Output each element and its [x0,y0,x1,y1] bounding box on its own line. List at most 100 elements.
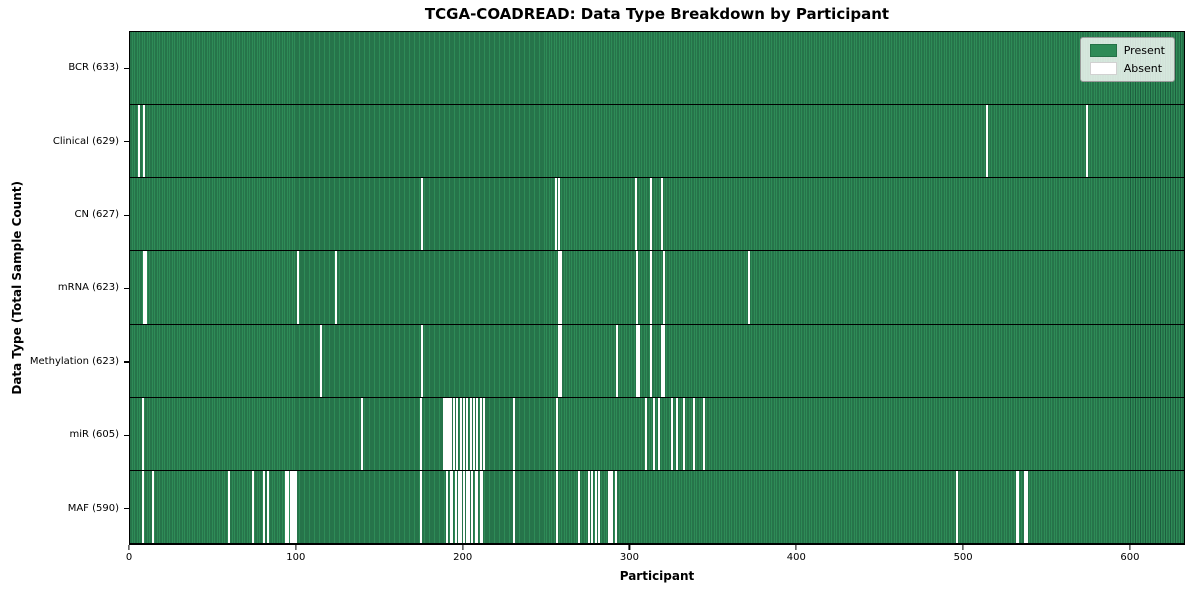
absent-stripe [466,470,469,543]
x-tick-mark [962,545,964,550]
absent-stripe [454,470,457,543]
chart-title: TCGA-COADREAD: Data Type Breakdown by Pa… [424,5,890,23]
absent-stripe [609,470,612,543]
absent-stripe [637,324,640,397]
absent-stripe [334,251,337,324]
x-tick-mark [128,545,130,550]
x-tick-label: 100 [286,552,306,563]
absent-stripe [636,251,639,324]
absent-stripe [266,470,269,543]
x-tick-mark [462,545,464,550]
absent-stripe [662,251,665,324]
absent-stripe [676,397,679,470]
absent-stripe [291,470,294,543]
y-tick-mark [124,287,129,290]
y-tick-label-clinical: Clinical (629) [0,104,129,177]
heatmap-row-clinical [130,105,1184,179]
absent-stripe [284,470,287,543]
absent-stripe [594,470,597,543]
absent-stripe [597,470,600,543]
absent-stripe [456,397,459,470]
x-tick-label: 500 [953,552,973,563]
absent-stripe [459,397,462,470]
legend-label-present: Present [1123,44,1165,57]
absent-stripe [421,178,424,251]
absent-stripe [692,397,695,470]
absent-stripe [151,470,154,543]
absent-stripe [482,397,485,470]
absent-stripe [559,324,562,397]
absent-stripe [228,470,231,543]
absent-stripe [636,324,639,397]
y-tick-mark [124,434,129,436]
absent-stripe [554,178,557,251]
y-axis-tick-labels: BCR (633) Clinical (629) CN (627) mRNA (623… [0,31,129,545]
absent-stripe [479,397,482,470]
absent-stripe [449,397,452,470]
absent-stripe [587,470,590,543]
absent-stripe [657,397,660,470]
absent-stripe [263,470,266,543]
absent-stripe [591,470,594,543]
y-tick-text: BCR (633) [68,62,119,74]
plot-area: Present Absent [129,31,1185,545]
x-tick-label: 300 [619,552,640,563]
absent-stripe [1017,470,1020,543]
absent-stripe [469,397,472,470]
heatmap-row-mrna [130,251,1184,325]
y-tick-text: Clinical (629) [52,135,119,147]
absent-stripe [1085,105,1088,178]
absent-stripe [449,470,452,543]
absent-stripe [141,470,144,543]
absent-stripe [611,470,614,543]
absent-stripe [614,470,617,543]
y-tick-mark [124,508,129,510]
absent-stripe [473,397,475,470]
absent-stripe [702,397,705,470]
legend-entry-absent: Absent [1089,62,1165,75]
x-tick-mark [795,545,797,550]
y-tick-text: CN (627) [74,209,119,221]
absent-stripe [557,251,560,324]
absent-stripe [476,470,479,543]
x-axis-label: Participant [619,569,695,583]
heatmap-row-maf [130,470,1184,544]
absent-stripe [476,397,479,470]
absent-stripe [466,397,469,470]
absent-stripe [652,397,655,470]
absent-stripe [474,470,477,543]
y-tick-label-mrna: mRNA (623) [0,251,129,324]
absent-stripe [419,470,422,543]
absent-stripe [1025,470,1028,543]
absent-stripe [463,470,466,543]
absent-stripe [671,397,674,470]
absent-stripe [143,251,146,324]
absent-stripe [446,397,449,470]
absent-stripe [512,397,515,470]
x-tick-label: 400 [786,552,806,563]
absent-stripe [141,397,144,470]
absent-stripe [577,470,580,543]
absent-stripe [559,251,562,324]
absent-stripe [296,251,299,324]
absent-stripe [458,470,461,543]
absent-stripe [451,470,454,543]
heatmap-row-methylation [130,324,1184,398]
absent-stripe [479,470,482,543]
legend-label-absent: Absent [1123,62,1163,75]
absent-stripe [361,397,364,470]
absent-stripe [556,397,559,470]
absent-stripe [747,251,750,324]
absent-stripe [985,105,988,178]
absent-stripe [294,470,297,543]
absent-stripe [286,470,289,543]
absent-stripe [661,178,664,251]
heatmap-row-mir [130,397,1184,471]
absent-stripe [644,397,647,470]
absent-stripe [468,470,470,543]
absent-stripe [453,397,456,470]
y-tick-mark [124,67,129,69]
absent-stripe [662,324,665,397]
y-tick-text: miR (605) [69,429,119,441]
y-tick-text: Methylation (623) [29,355,119,367]
